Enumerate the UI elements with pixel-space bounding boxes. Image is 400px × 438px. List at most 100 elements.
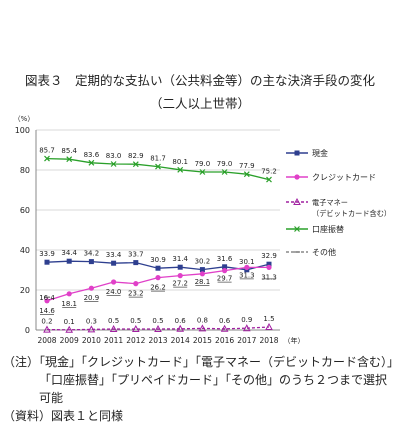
data-point bbox=[177, 166, 184, 173]
data-label: 80.1 bbox=[172, 158, 188, 166]
data-label: 1.5 bbox=[263, 315, 274, 323]
data-point bbox=[131, 324, 140, 332]
x-tick-label: 2014 bbox=[171, 336, 190, 345]
data-point bbox=[65, 325, 74, 333]
data-point bbox=[176, 324, 185, 332]
data-label: 27.2 bbox=[172, 280, 188, 288]
data-point bbox=[177, 273, 183, 279]
x-tick-label: 2018 bbox=[259, 336, 278, 345]
data-label: 81.7 bbox=[150, 155, 166, 163]
data-label: 0.6 bbox=[219, 317, 231, 325]
data-label: 31.6 bbox=[217, 255, 233, 263]
data-point bbox=[109, 324, 118, 332]
data-label: 18.1 bbox=[61, 300, 77, 308]
x-tick-label: 2016 bbox=[215, 336, 234, 345]
data-label: 16.4 bbox=[39, 294, 55, 302]
data-point bbox=[220, 324, 229, 332]
data-label: 85.4 bbox=[61, 147, 77, 155]
data-point bbox=[155, 265, 161, 271]
data-label: 0.5 bbox=[108, 317, 119, 325]
x-axis-label: （年） bbox=[284, 336, 305, 345]
data-point bbox=[199, 271, 205, 277]
data-point bbox=[266, 176, 272, 183]
data-point bbox=[242, 324, 251, 332]
data-point bbox=[66, 291, 72, 297]
legend-label: クレジットカード bbox=[312, 173, 376, 182]
data-label: 29.7 bbox=[217, 275, 233, 283]
data-label: 33.7 bbox=[128, 251, 144, 259]
data-label: 85.7 bbox=[39, 147, 55, 155]
data-point bbox=[66, 156, 73, 163]
data-label: 83.0 bbox=[106, 152, 122, 160]
y-tick-label: 80 bbox=[20, 166, 30, 175]
y-axis-label: （%） bbox=[14, 115, 35, 123]
data-point bbox=[133, 281, 139, 287]
legend-label: 電子マネー bbox=[312, 198, 348, 207]
data-point bbox=[266, 264, 272, 270]
data-point bbox=[44, 298, 50, 304]
data-label: 31.3 bbox=[261, 273, 277, 281]
source-caption: （資料）図表１と同様 bbox=[3, 409, 124, 423]
data-label: 24.0 bbox=[106, 288, 122, 296]
data-label: 77.9 bbox=[239, 162, 255, 170]
legend-label: 口座振替 bbox=[312, 224, 344, 234]
data-point bbox=[44, 155, 50, 162]
data-label: 0.3 bbox=[86, 317, 97, 325]
data-label: 23.2 bbox=[128, 290, 144, 298]
legend-label: 現金 bbox=[312, 148, 328, 158]
x-tick-label: 2009 bbox=[60, 336, 79, 345]
data-label: 34.4 bbox=[61, 249, 77, 257]
data-label: 20.9 bbox=[84, 294, 100, 302]
data-point bbox=[87, 325, 96, 333]
data-label: 33.9 bbox=[39, 250, 55, 258]
y-tick-label: 0 bbox=[25, 326, 30, 335]
data-point bbox=[88, 285, 94, 291]
data-label: 0.5 bbox=[130, 317, 141, 325]
legend-label: （デビットカード含む） bbox=[312, 209, 391, 218]
data-point bbox=[294, 226, 300, 232]
data-label: 31.4 bbox=[172, 255, 188, 263]
chart-subtitle: （二人以上世帯） bbox=[149, 96, 250, 111]
data-point bbox=[88, 159, 95, 166]
data-point bbox=[111, 260, 117, 266]
data-point bbox=[222, 268, 228, 274]
x-tick-label: 2008 bbox=[37, 336, 56, 345]
data-label: 0.6 bbox=[175, 317, 187, 325]
x-tick-label: 2017 bbox=[237, 336, 256, 345]
notes: （注）「現金」「クレジットカード」「電子マネー（デビットカード含む）」「口座振替… bbox=[3, 353, 397, 425]
data-point bbox=[244, 264, 250, 270]
data-point bbox=[110, 161, 117, 167]
data-label: 79.0 bbox=[217, 160, 233, 168]
y-tick-label: 20 bbox=[20, 286, 30, 295]
data-point bbox=[198, 324, 207, 332]
note-caption: （注）「現金」「クレジットカード」「電子マネー（デビットカード含む）」「口座振替… bbox=[3, 355, 394, 405]
data-point bbox=[221, 169, 228, 175]
data-label: 26.2 bbox=[150, 284, 166, 292]
data-label: 83.6 bbox=[84, 151, 100, 159]
data-point bbox=[199, 267, 205, 273]
data-label: 79.0 bbox=[195, 160, 211, 168]
data-point bbox=[293, 197, 301, 205]
x-tick-label: 2010 bbox=[82, 336, 101, 345]
data-point bbox=[133, 260, 139, 266]
data-label: 0.5 bbox=[152, 317, 163, 325]
data-point bbox=[44, 259, 50, 265]
data-point bbox=[155, 275, 161, 281]
chart-title: 図表３ 定期的な支払い（公共料金等）の主な決済手段の変化 bbox=[24, 73, 375, 88]
data-label: 0.9 bbox=[241, 316, 252, 324]
data-label: 0.2 bbox=[41, 318, 52, 326]
data-label: 14.6 bbox=[39, 307, 55, 315]
data-point bbox=[155, 163, 161, 170]
data-label: 30.2 bbox=[195, 258, 211, 266]
data-label: 33.4 bbox=[106, 251, 122, 259]
data-point bbox=[154, 324, 162, 332]
data-point bbox=[266, 261, 272, 267]
data-point bbox=[222, 264, 228, 270]
data-label: 30.1 bbox=[239, 258, 255, 266]
legend-label: その他 bbox=[312, 247, 336, 257]
data-point bbox=[132, 161, 139, 168]
data-point bbox=[265, 322, 273, 330]
data-point bbox=[43, 325, 51, 333]
x-tick-label: 2012 bbox=[126, 336, 145, 345]
x-tick-label: 2011 bbox=[104, 336, 123, 345]
